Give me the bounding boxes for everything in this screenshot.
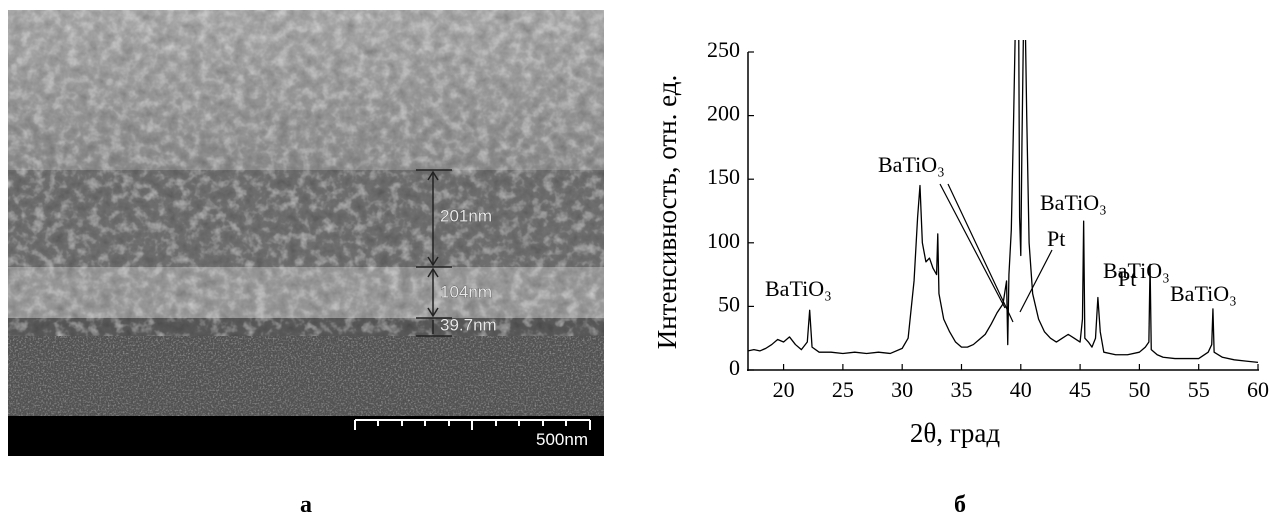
panel-caption: б <box>954 492 966 518</box>
peak-annotation: BaTiO₃ <box>1040 190 1107 215</box>
y-axis-title: Интенсивность, отн. ед. <box>652 75 682 350</box>
annotation-leaders <box>939 183 1053 323</box>
sem-image <box>8 10 604 456</box>
peak-annotation: BaTiO₃ <box>1103 258 1170 283</box>
peak-annotation: Pt <box>1047 226 1065 251</box>
x-axis-title: 2θ, град <box>910 418 1000 448</box>
plot-area <box>748 40 1259 364</box>
y-tick-label: 50 <box>718 291 740 316</box>
x-tick-label: 60 <box>1247 377 1269 402</box>
y-tick-label: 100 <box>707 228 740 253</box>
peak-annotation: BaTiO₃ <box>1170 281 1237 306</box>
y-tick-label: 150 <box>707 164 740 189</box>
measurement-label: 201nm <box>440 206 492 225</box>
panel-caption: а <box>300 492 312 518</box>
spectrum-line <box>748 40 1259 364</box>
measurement-label: 104nm <box>440 282 492 301</box>
x-tick-label: 30 <box>891 377 913 402</box>
peak-annotation: BaTiO₃ <box>878 152 945 177</box>
measurement-label: 39.7nm <box>440 315 497 334</box>
y-tick-label: 0 <box>729 355 740 380</box>
y-tick-label: 250 <box>707 37 740 62</box>
x-tick-label: 45 <box>1069 377 1091 402</box>
y-tick-label: 200 <box>707 101 740 126</box>
x-tick-label: 50 <box>1128 377 1150 402</box>
x-tick-label: 35 <box>950 377 972 402</box>
x-tick-label: 55 <box>1188 377 1210 402</box>
x-tick-label: 20 <box>773 377 795 402</box>
scale-bar-label: 500nm <box>536 430 588 449</box>
x-tick-label: 40 <box>1010 377 1032 402</box>
x-tick-label: 25 <box>832 377 854 402</box>
peak-annotation: Pt <box>1118 266 1136 291</box>
peak-annotation: BaTiO₃ <box>765 276 832 301</box>
